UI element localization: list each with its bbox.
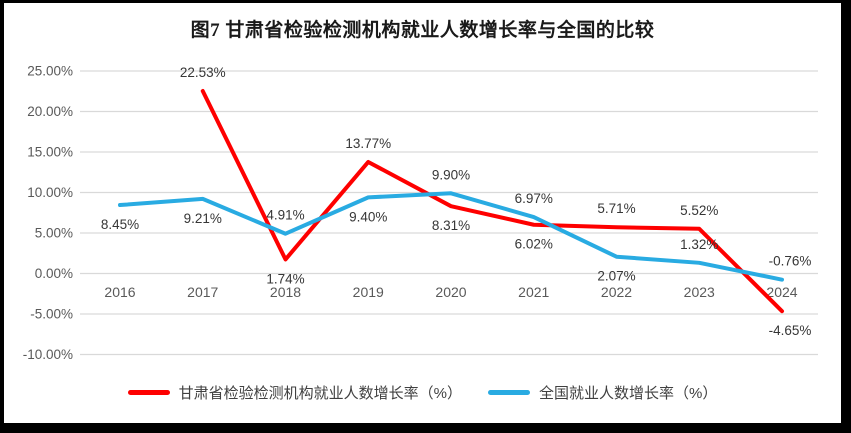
data-label-national-2019: 9.40% bbox=[349, 209, 387, 224]
x-axis-label-2022: 2022 bbox=[601, 284, 632, 300]
legend-item-national: 全国就业人数增长率（%） bbox=[488, 382, 717, 403]
plot-area: 25.00% 20.00% 15.00% 10.00% 5.00% 0.00% -5.00%… bbox=[23, 64, 818, 362]
y-axis-tick-label: 10.00% bbox=[27, 185, 73, 200]
x-axis-label-2020: 2020 bbox=[435, 284, 466, 300]
data-label-gansu-2024: -4.65% bbox=[769, 323, 812, 338]
data-label-national-2020: 9.90% bbox=[432, 167, 470, 182]
data-label-gansu-2023: 5.52% bbox=[680, 203, 718, 218]
data-label-national-2016: 8.45% bbox=[101, 217, 139, 232]
data-label-national-2017: 9.21% bbox=[184, 211, 222, 226]
legend-swatch-national-line bbox=[488, 390, 530, 395]
chart-card: 图7 甘肃省检验检测机构就业人数增长率与全国的比较 25.00% 20.00% 15… bbox=[4, 3, 841, 423]
x-axis-label-2023: 2023 bbox=[684, 284, 715, 300]
y-axis-tick-label: 15.00% bbox=[27, 145, 73, 160]
x-axis-label-2017: 2017 bbox=[187, 284, 218, 300]
x-axis-label-2018: 2018 bbox=[270, 284, 301, 300]
y-axis-tick-label: 25.00% bbox=[27, 64, 73, 79]
data-label-gansu-2021: 6.02% bbox=[515, 237, 553, 252]
x-axis-label-2024: 2024 bbox=[766, 284, 797, 300]
legend-label-gansu: 甘肃省检验检测机构就业人数增长率（%） bbox=[178, 385, 462, 402]
series-line-gansu bbox=[200, 89, 784, 314]
data-label-gansu-2017: 22.53% bbox=[180, 65, 226, 80]
legend-label-national: 全国就业人数增长率（%） bbox=[539, 385, 718, 402]
data-label-national-2023: 1.32% bbox=[680, 237, 718, 252]
chart-title: 图7 甘肃省检验检测机构就业人数增长率与全国的比较 bbox=[190, 20, 655, 41]
legend-swatch-gansu-line bbox=[127, 390, 170, 395]
x-axis-label-2016: 2016 bbox=[104, 284, 135, 300]
y-axis-tick-label: -5.00% bbox=[30, 307, 73, 322]
legend: 甘肃省检验检测机构就业人数增长率（%） 全国就业人数增长率（%） bbox=[4, 382, 841, 403]
data-label-gansu-2020: 8.31% bbox=[432, 218, 470, 233]
data-label-national-2018: 4.91% bbox=[266, 208, 304, 223]
legend-item-gansu: 甘肃省检验检测机构就业人数增长率（%） bbox=[127, 382, 462, 403]
x-axis-label-2019: 2019 bbox=[353, 284, 384, 300]
data-label-national-2024: -0.76% bbox=[769, 254, 812, 269]
data-label-national-2022: 2.07% bbox=[597, 269, 635, 284]
y-axis-tick-label: 0.00% bbox=[35, 266, 73, 281]
data-label-gansu-2022: 5.71% bbox=[597, 201, 635, 216]
data-label-gansu-2018: 1.74% bbox=[266, 271, 304, 286]
y-axis-tick-label: -10.00% bbox=[23, 347, 73, 362]
x-axis-label-2021: 2021 bbox=[518, 284, 549, 300]
series-line-national bbox=[118, 191, 784, 282]
y-axis-tick-label: 5.00% bbox=[35, 226, 73, 241]
data-label-gansu-2019: 13.77% bbox=[345, 136, 391, 151]
y-axis-tick-label: 20.00% bbox=[27, 104, 73, 119]
data-label-national-2021: 6.97% bbox=[515, 191, 553, 206]
